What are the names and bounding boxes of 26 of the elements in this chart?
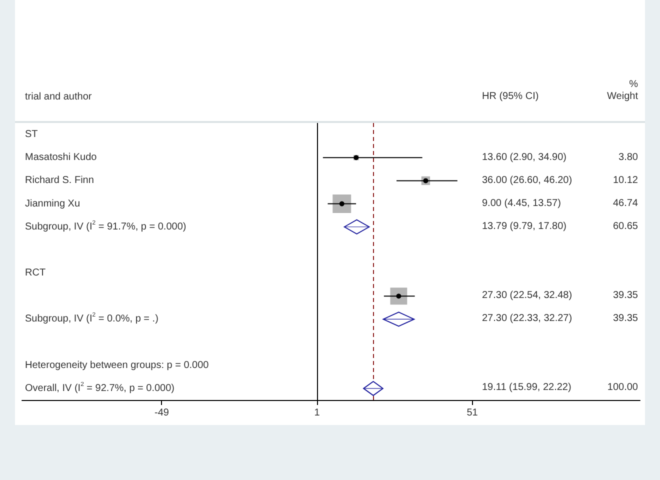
text: 39.35 bbox=[612, 290, 638, 302]
text: 9.00 (4.45, 13.57) bbox=[482, 198, 561, 209]
x-tick-label: 1 bbox=[314, 408, 320, 418]
text: 60.65 bbox=[612, 220, 638, 232]
y-tick-label: Heterogeneity between groups: p = 0.000 bbox=[25, 360, 210, 371]
text: 100.00 bbox=[607, 382, 638, 394]
text: 36.00 (26.60, 46.20) bbox=[482, 174, 572, 186]
text: 19.11 (15.99, 22.22) bbox=[482, 382, 572, 394]
category-label: HR (95% CI) bbox=[482, 91, 539, 103]
text: 46.74 bbox=[612, 198, 638, 209]
y-axis-title: trial and author bbox=[25, 92, 92, 102]
y-tick-label: Jianming Xu bbox=[25, 198, 80, 210]
y-tick-label: Richard S. Finn bbox=[25, 175, 94, 186]
x-tick-label: -49 bbox=[154, 408, 170, 418]
text: 39.35 bbox=[612, 313, 638, 324]
text: 13.60 (2.90, 34.90) bbox=[482, 152, 567, 163]
text: 27.30 (22.33, 32.27) bbox=[482, 313, 572, 324]
text: 3.80 bbox=[618, 152, 638, 163]
y-tick-label: Masatoshi Kudo bbox=[25, 152, 98, 164]
y-tick-label: ST bbox=[25, 129, 38, 140]
category-label: % Weight bbox=[607, 79, 638, 103]
text: 10.12 bbox=[612, 174, 638, 186]
text: 27.30 (22.54, 32.48) bbox=[482, 290, 572, 302]
text: 13.79 (9.79, 17.80) bbox=[482, 220, 567, 232]
y-tick-label: RCT bbox=[25, 268, 46, 279]
x-tick-label: 51 bbox=[466, 408, 478, 418]
